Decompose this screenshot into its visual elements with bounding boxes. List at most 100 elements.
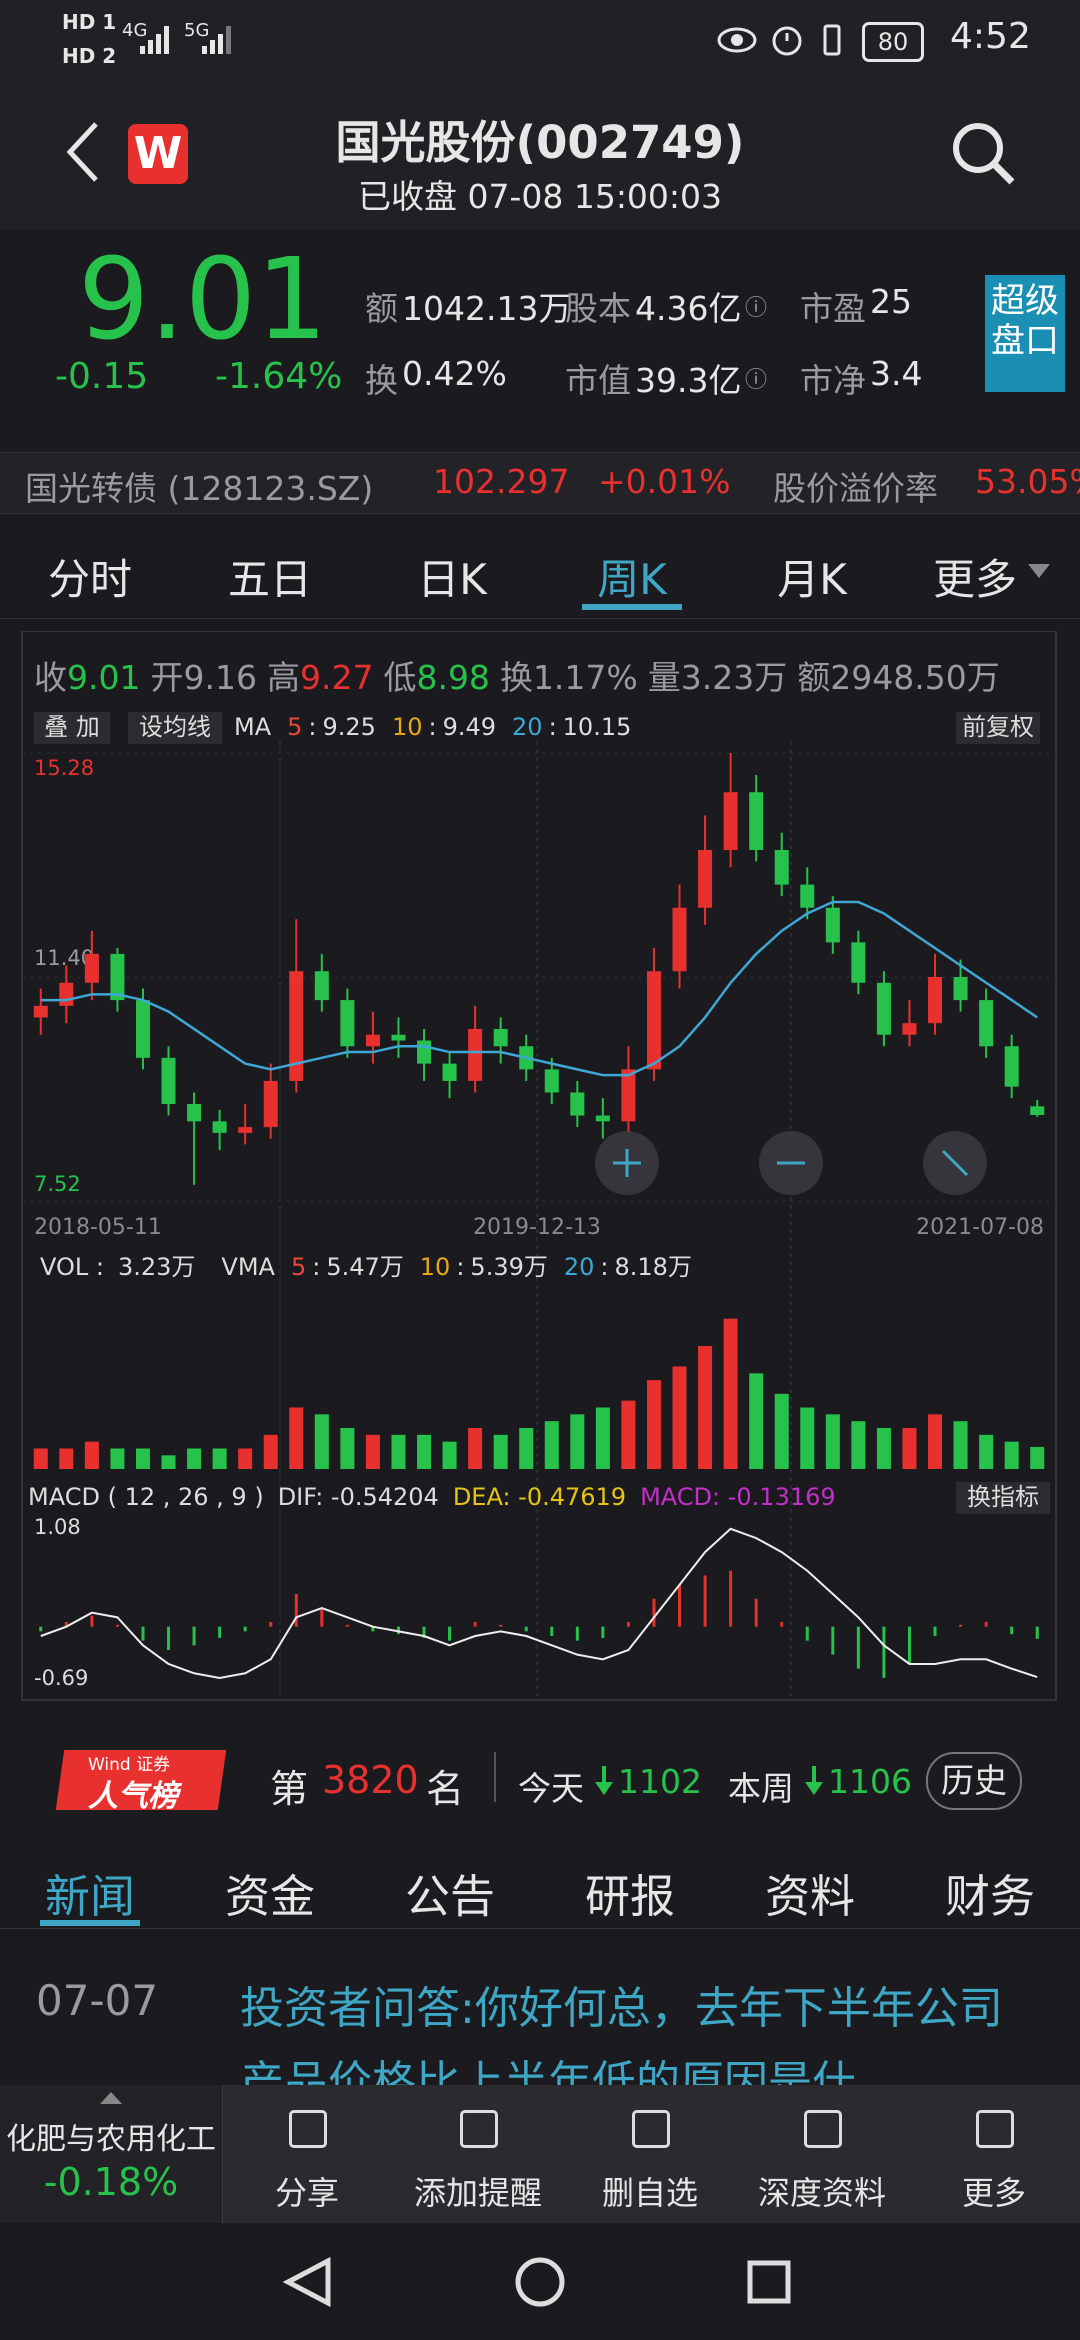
- period-tab[interactable]: 更多: [932, 555, 1017, 604]
- toolbar-icon: [976, 2110, 1014, 2148]
- volume-bar: [979, 1434, 994, 1469]
- stat-label: 市净: [800, 361, 866, 400]
- macd-label: MACD ( 12 , 26 , 9 ): [28, 1483, 264, 1511]
- candle-body: [544, 1069, 559, 1093]
- volume-bar: [84, 1441, 99, 1469]
- chart-frame: [21, 631, 1057, 1701]
- zoom-icon: [941, 1149, 969, 1177]
- vol-legend: VOL :3.23万 VMA 5:5.47万 10:5.39万 20:8.18万: [40, 1253, 692, 1281]
- candle-body: [468, 1028, 483, 1081]
- chart-button-label: 设均线: [139, 713, 211, 741]
- history-button[interactable]: 历史: [926, 1752, 1022, 1810]
- stat-value: 4.36亿: [635, 289, 742, 328]
- candle-body: [800, 884, 815, 908]
- candle-body: [493, 1028, 508, 1047]
- ma-name: 5: [287, 713, 302, 741]
- stat-value: 39.3亿: [635, 361, 742, 400]
- volume-bar: [135, 1448, 150, 1469]
- candle-body: [289, 971, 304, 1081]
- stat-label: 换: [365, 361, 398, 400]
- candle-body: [851, 942, 866, 983]
- toolbar-button[interactable]: 添加提醒: [413, 2174, 542, 2212]
- news-tab[interactable]: 新闻: [44, 1870, 135, 1923]
- bond-name: 国光转债 (128123.SZ): [25, 469, 374, 508]
- volume-bar: [161, 1455, 176, 1469]
- candle-body: [417, 1040, 432, 1064]
- candle-body: [928, 977, 943, 1024]
- dea-value: DEA: -0.47619: [453, 1483, 626, 1511]
- candle-body: [161, 1057, 176, 1105]
- period-tab[interactable]: 五日: [227, 555, 312, 604]
- period-tab[interactable]: 月K: [777, 555, 847, 604]
- chart-button[interactable]: [956, 1482, 1050, 1514]
- news-tab[interactable]: 财务: [944, 1870, 1035, 1923]
- volume-bar: [800, 1407, 815, 1469]
- volume-bar: [187, 1448, 202, 1469]
- candle-body: [953, 977, 968, 1001]
- toolbar-button[interactable]: 删自选: [601, 2174, 698, 2212]
- volume-bar: [59, 1448, 74, 1469]
- last-price: 9.01: [78, 235, 328, 365]
- bond-price: 102.297: [433, 462, 570, 501]
- period-tab[interactable]: 周K: [597, 555, 667, 604]
- volume-bar: [646, 1380, 661, 1469]
- nav-home[interactable]: [515, 2257, 565, 2307]
- app-logo: W: [128, 124, 188, 184]
- bond-row[interactable]: [0, 452, 1080, 514]
- info-value: 3.23万: [681, 658, 787, 697]
- x-tick-label: 2018-05-11: [34, 1215, 162, 1240]
- news-tab[interactable]: 研报: [584, 1870, 675, 1923]
- news-tab[interactable]: 资料: [764, 1870, 855, 1923]
- candle-body: [902, 1023, 917, 1035]
- info-icon: ⓘ: [745, 368, 768, 393]
- candle-body: [212, 1121, 227, 1133]
- tab-underline: [582, 604, 682, 610]
- candle-body: [876, 982, 891, 1035]
- search-button[interactable]: [948, 118, 1018, 188]
- chart-button[interactable]: [34, 712, 110, 744]
- sector-box[interactable]: [0, 2085, 223, 2223]
- period-tab[interactable]: 分时: [47, 555, 132, 604]
- news-tab[interactable]: 资金: [224, 1870, 315, 1923]
- ma-value: 9.25: [323, 713, 376, 741]
- toolbar-button[interactable]: 深度资料: [757, 2174, 886, 2212]
- dif-line: [40, 1527, 1038, 1679]
- ma-label: MA: [234, 713, 272, 741]
- clock: 4:52: [950, 16, 1031, 57]
- price-change: -0.15: [55, 356, 149, 397]
- signal-icons: [140, 26, 231, 54]
- nav-bar: [0, 2223, 1080, 2340]
- toolbar-button[interactable]: 更多: [961, 2174, 1026, 2212]
- up-caret: [100, 2092, 122, 2104]
- toolbar-icon: [632, 2110, 670, 2148]
- volume-bar: [595, 1407, 610, 1469]
- info-value: 2948.50万: [830, 658, 999, 697]
- back-button[interactable]: [64, 120, 104, 184]
- info-value: 8.98: [416, 658, 489, 697]
- super-panel-label: 超级盘口: [991, 281, 1059, 361]
- premium-label: 股价溢价率: [773, 469, 938, 508]
- volume-bar: [723, 1318, 738, 1469]
- volume-bar: [238, 1448, 253, 1469]
- period-tab[interactable]: 日K: [417, 555, 487, 604]
- volume-bar: [263, 1434, 278, 1469]
- toolbar-button[interactable]: 分享: [274, 2174, 339, 2212]
- toolbar-icon: [289, 2110, 327, 2148]
- candle-body: [135, 1000, 150, 1058]
- candle-body: [340, 1000, 355, 1047]
- dif-value: DIF: -0.54204: [278, 1483, 439, 1511]
- volume-bar: [33, 1448, 48, 1469]
- nav-recent[interactable]: [747, 2260, 791, 2304]
- candle-body: [187, 1104, 202, 1122]
- stat-label: 市盈: [800, 289, 866, 328]
- news-tab[interactable]: 公告: [404, 1870, 495, 1923]
- candle-body: [570, 1092, 585, 1116]
- volume-bar: [544, 1421, 559, 1469]
- chart-button[interactable]: [128, 712, 222, 744]
- volume-bar: [340, 1428, 355, 1469]
- chart-button[interactable]: [956, 712, 1040, 744]
- week-change: 1106: [828, 1762, 912, 1801]
- super-panel-button[interactable]: 超级盘口: [985, 275, 1065, 392]
- candle-body: [365, 1034, 380, 1047]
- nav-back[interactable]: [282, 2256, 331, 2308]
